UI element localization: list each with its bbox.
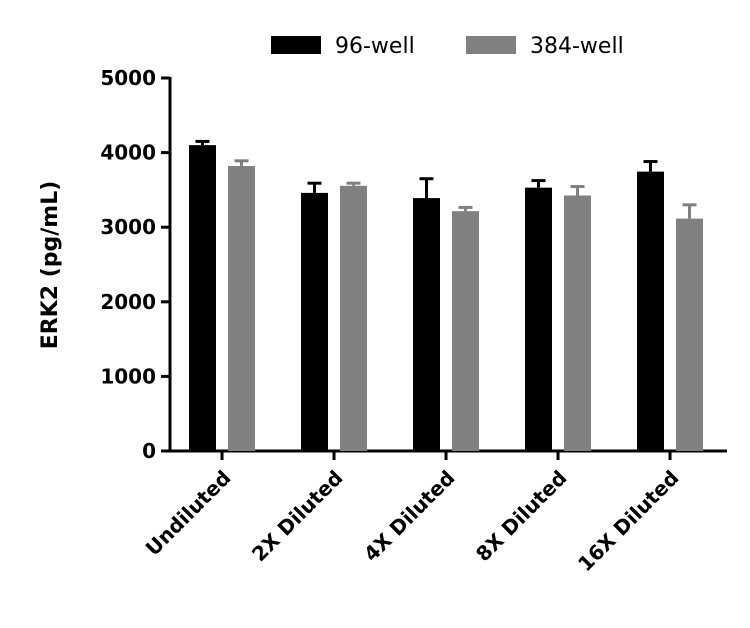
bar-96-well xyxy=(301,192,328,451)
y-tick-label: 3000 xyxy=(100,215,156,239)
legend-swatch xyxy=(466,36,516,54)
bar-96-well xyxy=(189,145,216,451)
bar-96-well xyxy=(413,198,440,451)
y-tick-label: 4000 xyxy=(100,141,156,165)
bar-384-well xyxy=(228,166,255,451)
x-tick-label: 8X Diluted xyxy=(471,466,572,567)
x-tick-label: Undiluted xyxy=(141,466,236,561)
x-tick-label: 2X Diluted xyxy=(247,466,348,567)
y-axis-label: ERK2 (pg/mL) xyxy=(38,181,63,350)
bar-384-well xyxy=(452,211,479,451)
bar-96-well xyxy=(637,171,664,452)
bar-96-well xyxy=(525,187,552,452)
bar-384-well xyxy=(564,195,591,451)
y-tick-label: 0 xyxy=(142,439,156,463)
bar-384-well xyxy=(340,185,367,451)
x-tick-label: 16X Diluted xyxy=(573,466,683,576)
bar-384-well xyxy=(676,218,703,451)
legend-96-well: 96-well xyxy=(335,34,415,59)
legend: 96-well 384-well xyxy=(271,34,624,59)
y-tick-label: 5000 xyxy=(100,66,156,90)
x-tick-label: 4X Diluted xyxy=(359,466,460,567)
legend-swatch xyxy=(271,36,321,54)
y-tick-label: 2000 xyxy=(100,290,156,314)
y-tick-label: 1000 xyxy=(100,364,156,388)
legend-384-well: 384-well xyxy=(530,34,624,59)
